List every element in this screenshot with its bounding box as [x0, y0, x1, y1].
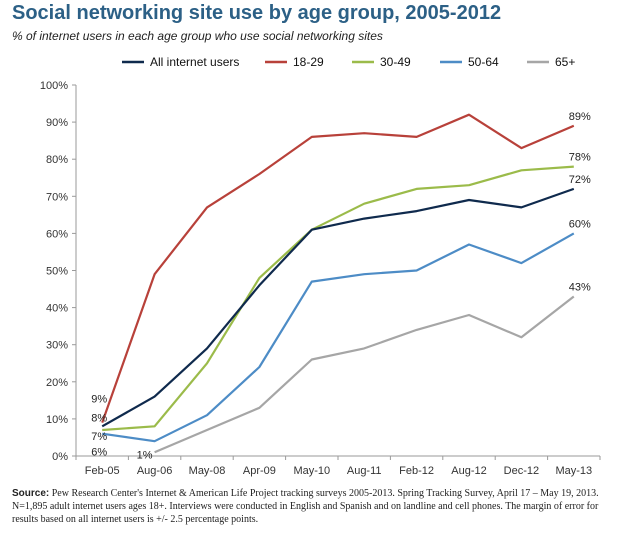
legend: All internet users 18-29 30-49 50-64 65+	[122, 55, 575, 69]
y-tick-label: 50%	[46, 266, 68, 278]
series-line	[101, 187, 575, 428]
source-note: Source: Pew Research Center's Internet &…	[12, 487, 618, 526]
series-line	[154, 295, 575, 454]
x-tick-label: Apr-09	[243, 465, 276, 477]
x-tick-label: May-13	[555, 465, 592, 477]
y-tick-label: 30%	[46, 340, 68, 352]
data-label: 9%	[91, 394, 107, 406]
y-tick-label: 90%	[46, 117, 68, 129]
legend-label: 18-29	[293, 55, 324, 69]
x-tick-label: Dec-12	[504, 465, 539, 477]
x-tick-label: Feb-12	[399, 465, 434, 477]
data-label: 89%	[569, 111, 591, 123]
x-tick-label: Aug-12	[451, 465, 486, 477]
series-line	[101, 113, 575, 423]
data-label: 43%	[569, 281, 591, 293]
y-tick-label: 80%	[46, 154, 68, 166]
source-label: Source:	[12, 488, 50, 499]
x-tick-label: Aug-06	[137, 465, 172, 477]
data-label: 72%	[569, 174, 591, 186]
y-tick-label: 20%	[46, 377, 68, 389]
y-tick-label: 70%	[46, 191, 68, 203]
data-labels: 9% 8% 7% 6% 1% 89% 78% 72% 60% 43%	[91, 111, 591, 461]
series-line	[102, 165, 574, 432]
legend-label: 65+	[555, 55, 575, 69]
x-tick-label: Feb-05	[85, 465, 120, 477]
legend-label: All internet users	[150, 55, 239, 69]
y-tick-label: 40%	[46, 303, 68, 315]
x-tick-label: May-10	[293, 465, 330, 477]
data-label: 1%	[137, 449, 153, 461]
y-tick-label: 60%	[46, 228, 68, 240]
series-lines	[101, 113, 575, 454]
data-label: 78%	[569, 152, 591, 164]
data-label: 8%	[91, 412, 107, 424]
axes: 0% 10% 20% 30% 40% 50% 60% 70% 80% 90% 100% Feb-05 A…	[40, 80, 601, 477]
data-label: 60%	[569, 218, 591, 230]
source-text: Pew Research Center's Internet & America…	[12, 488, 599, 525]
legend-label: 30-49	[380, 55, 411, 69]
x-tick-label: May-08	[189, 465, 226, 477]
y-tick-label: 0%	[52, 451, 68, 463]
x-tick-label: Aug-11	[347, 465, 382, 477]
chart-subtitle: % of internet users in each age group wh…	[12, 29, 383, 43]
y-tick-label: 10%	[46, 414, 68, 426]
legend-label: 50-64	[468, 55, 499, 69]
data-label: 6%	[91, 447, 107, 459]
series-line	[102, 232, 575, 443]
line-chart: All internet users 18-29 30-49 50-64 65+ 0% 1…	[40, 55, 601, 477]
chart-title: Social networking site use by age group,…	[12, 2, 502, 24]
y-tick-label: 100%	[40, 80, 68, 92]
data-label: 7%	[91, 431, 107, 443]
